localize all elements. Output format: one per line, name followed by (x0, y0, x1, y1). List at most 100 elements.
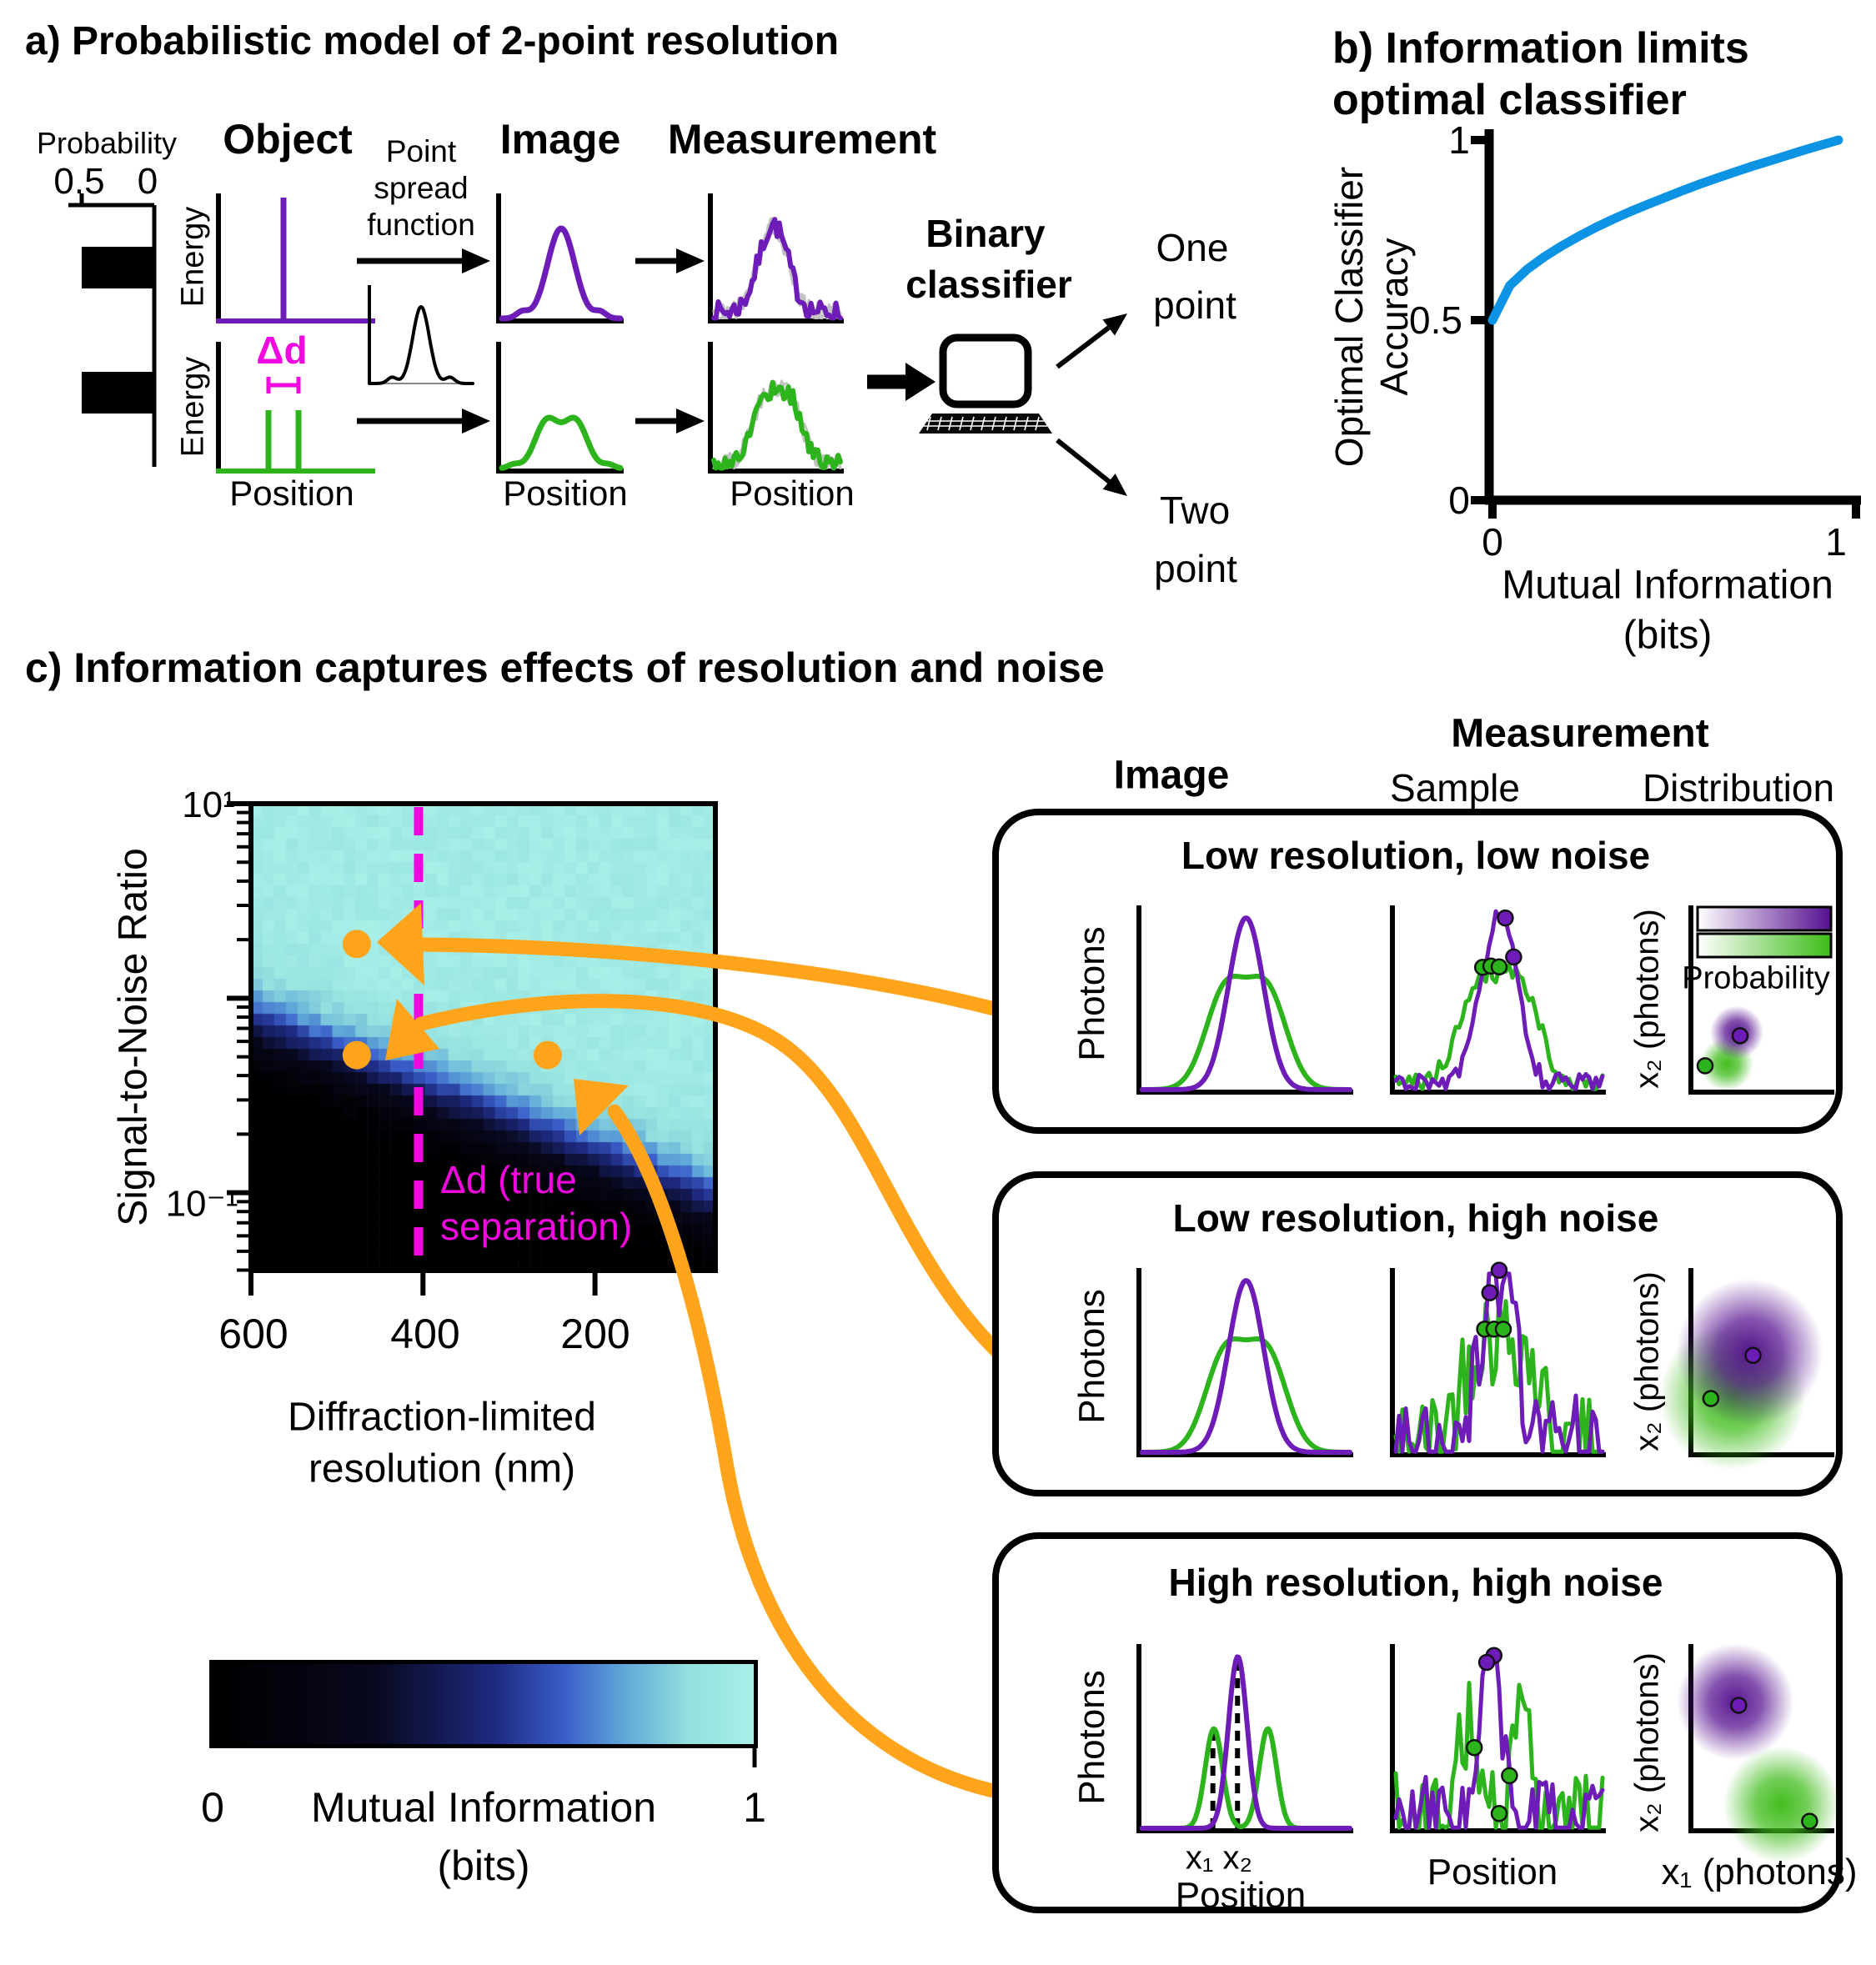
column-header-measurement: Measurement (1451, 711, 1709, 756)
probability-legend-green-bar (1696, 932, 1833, 959)
box2-sample-dot-green (1494, 1321, 1512, 1338)
keyboard-key-line (959, 416, 964, 431)
arrow-object-image-row2-head (462, 409, 490, 434)
psf-label-line3: function (367, 208, 475, 242)
arrow-one-point-shaft (1056, 325, 1111, 369)
box2-image-green-curve (1140, 1336, 1352, 1455)
res-tick-200: 200 (560, 1311, 630, 1357)
keyboard-key-line (1024, 416, 1029, 431)
box1-sample-dot-green (1490, 958, 1508, 975)
keyboard-key-line (981, 416, 986, 431)
two-point-line2: point (1154, 547, 1237, 590)
box3-image-green-curve (1140, 1726, 1352, 1831)
box1-image-green-curve (1140, 974, 1352, 1092)
object-header: Object (223, 116, 353, 163)
heatmap-frame (248, 801, 718, 1273)
one-point-line2: point (1153, 283, 1236, 327)
classifier-label-line1: Binary (925, 212, 1046, 255)
box1-sample-dot-purple (1505, 948, 1522, 966)
res-axis-label-line2: resolution (nm) (308, 1446, 576, 1491)
separation-label-line2: separation) (440, 1205, 633, 1248)
box2-photons-label: Photons (1071, 1289, 1112, 1424)
box3-sample-purple-trace (1393, 1647, 1605, 1830)
prob-tick-0: 0 (137, 161, 158, 202)
box3-position-label-left: Position (1175, 1875, 1307, 1916)
box-high-res-high-noise: High resolution, high noise Photons x₂ (… (992, 1532, 1857, 1916)
computer-monitor-icon (939, 333, 1032, 409)
box1-green-distribution-dot (1696, 1057, 1714, 1075)
panel-b-title-line2: optimal classifier (1332, 76, 1687, 124)
keyboard-key-line (991, 416, 996, 431)
panel-b-xlabel-line2: (bits) (1623, 613, 1713, 658)
energy-label-row1: Energy (175, 206, 211, 308)
arrow-measurement-classifier-head (905, 363, 935, 401)
arrow-box2-to-heatmap (414, 994, 1008, 1362)
box-low-res-low-noise: Low resolution, low noise Photons x₂ (ph… (992, 809, 1843, 1134)
panel-b-ytick-0.5: 0.5 (1409, 298, 1462, 342)
probability-axis-label: Probability (36, 126, 178, 160)
accuracy-curve (1487, 135, 1843, 325)
prob-tick-0.5: 0.5 (53, 161, 105, 202)
arrow-box3-to-heatmap (607, 1104, 1008, 1800)
arrow-image-measurement-row2-head (676, 409, 705, 434)
keyboard-key-line (970, 416, 975, 431)
box2-sample-dot-purple (1490, 1261, 1508, 1279)
probability-legend-purple-bar (1696, 905, 1833, 932)
panel-b-xtick-1: 1 (1825, 520, 1847, 564)
arrow-two-point-head (1102, 474, 1127, 496)
box2-image-purple-curve (1140, 1278, 1352, 1455)
panel-b-ytick-0: 0 (1448, 479, 1470, 522)
box1-sample-purple-trace (1393, 909, 1605, 1091)
arrow-box3-head (574, 1079, 629, 1135)
keyboard-key-line (948, 416, 953, 431)
arrow-box1-head (377, 903, 424, 985)
res-tick-400: 400 (390, 1311, 460, 1357)
box3-green-distribution-dot (1801, 1812, 1818, 1830)
arrow-box2-head (385, 999, 439, 1060)
box3-sample-dot-green (1490, 1805, 1508, 1822)
heatmap-marked-point-2 (342, 1040, 371, 1070)
snr-axis-label: Signal-to-Noise Ratio (111, 848, 156, 1226)
panel-b-xtick-0: 0 (1482, 520, 1503, 564)
heatmap-marked-point-1 (342, 930, 371, 959)
box1-sample-green-trace (1393, 960, 1605, 1091)
meas1-trace (711, 217, 843, 321)
energy-label-row2: Energy (175, 356, 211, 458)
column-header-distribution: Distribution (1642, 766, 1835, 810)
measurement-header: Measurement (667, 116, 937, 163)
panel-b-ylabel: Optimal Classifier Accuracy (1327, 167, 1417, 467)
colorbar-min: 0 (201, 1784, 224, 1831)
meas2-trace (711, 379, 843, 471)
box1-image-purple-curve (1140, 915, 1352, 1092)
arrow-image-measurement-row1-head (676, 248, 705, 273)
arrow-one-point-head (1102, 313, 1127, 336)
box2-sample-purple-trace (1393, 1271, 1605, 1454)
box3-x1-label: x₁ (photons) (1661, 1852, 1858, 1892)
colorbar-max: 1 (743, 1784, 766, 1831)
keyboard-key-line (926, 416, 931, 431)
position-label-object: Position (229, 474, 354, 513)
keyboard-key-line (1013, 416, 1018, 431)
box1-purple-distribution-dot (1731, 1027, 1749, 1045)
box3-x1x2-label: x₁ x₂ (1185, 1839, 1253, 1877)
box2-x2-label: x₂ (photons) (1628, 1271, 1666, 1451)
box3-x2-label: x₂ (photons) (1628, 1652, 1666, 1832)
box1-x2-label: x₂ (photons) (1628, 909, 1666, 1089)
panel-b-xlabel-line1: Mutual Information (1502, 563, 1833, 608)
mutual-information-colorbar (209, 1660, 758, 1748)
keyboard-key-line (937, 416, 942, 431)
box3-sample-dot-purple (1477, 1653, 1496, 1672)
box3-photons-label: Photons (1071, 1670, 1112, 1805)
position-label-image: Position (503, 474, 628, 513)
psf-curve (368, 305, 474, 385)
box3-title: High resolution, high noise (1168, 1561, 1663, 1604)
box1-photons-label: Photons (1071, 926, 1112, 1061)
image2-curve (499, 414, 624, 471)
image-header: Image (499, 116, 621, 163)
separation-label-line1: Δd (true (440, 1158, 577, 1201)
keyboard-key-line (1035, 416, 1040, 431)
arrow-two-point-shaft (1056, 438, 1111, 484)
image1-curve (499, 225, 624, 322)
